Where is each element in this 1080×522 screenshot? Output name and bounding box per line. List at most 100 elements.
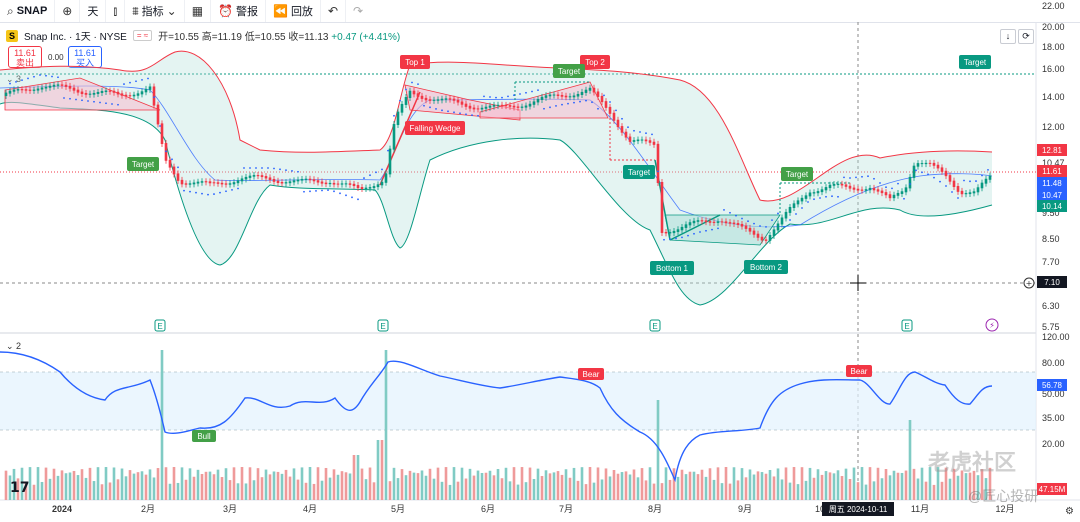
volume-bar xyxy=(192,476,196,500)
legend-toggle-button[interactable]: = ≈ xyxy=(132,30,153,41)
svg-text:11.61: 11.61 xyxy=(1042,167,1062,176)
candle xyxy=(412,87,416,98)
volume-bar xyxy=(692,471,696,500)
volume-bar xyxy=(756,471,760,500)
volume-bar xyxy=(140,471,144,500)
volume-bar xyxy=(356,455,360,500)
compare-button[interactable]: ⊕ xyxy=(55,0,81,22)
crosshair-date-label: 周五 2024-10-11 xyxy=(822,502,894,516)
buy-button[interactable]: 11.61 买入 xyxy=(68,46,102,68)
sar-dot xyxy=(633,129,635,132)
candle xyxy=(176,170,180,184)
candle xyxy=(548,91,552,100)
sub-indicator-count: 2 xyxy=(16,341,22,351)
lightning-icon[interactable]: ⚡ xyxy=(985,318,999,332)
alert-button[interactable]: ⏰ 警报 xyxy=(211,0,266,22)
refresh-button[interactable]: ⟳ xyxy=(1018,29,1034,44)
rsi-axis[interactable]: 120.00 80.00 50.00 35.00 20.00 56.78 47.15M xyxy=(1037,332,1070,495)
interval-button[interactable]: 天 xyxy=(80,0,107,22)
candle xyxy=(188,180,192,188)
symbol-search[interactable]: ⌕ SNAP xyxy=(0,0,56,22)
candle xyxy=(184,180,188,188)
time-axis[interactable]: 2024 2月 3月 4月 5月 6月 7月 8月 9月 10 11月 12月 xyxy=(52,504,1015,514)
volume-bar xyxy=(364,479,368,500)
price-tick-label: 22.00 xyxy=(1042,1,1065,11)
volume-bar xyxy=(408,470,412,500)
candle xyxy=(892,191,896,202)
sar-dot xyxy=(903,197,905,200)
candle xyxy=(304,175,308,183)
price-tick-label: 8.50 xyxy=(1042,234,1060,244)
target-label-5: Target xyxy=(959,55,991,69)
tradingview-logo-icon: 17 xyxy=(10,480,29,496)
volume-bar xyxy=(968,472,972,500)
layouts-button[interactable]: ▦ xyxy=(185,0,212,22)
chart-type-button[interactable]: ⫾ xyxy=(106,0,126,22)
candle xyxy=(564,92,568,101)
volume-bar xyxy=(728,483,732,500)
parabolic-sar-series xyxy=(9,74,989,241)
sar-dot xyxy=(561,103,563,106)
sub-pane-indicators-toggle[interactable]: ⌄ 2 xyxy=(6,341,22,351)
undo-button[interactable]: ↶ xyxy=(321,0,346,22)
sar-dot xyxy=(261,167,263,169)
volume-bar xyxy=(768,470,772,500)
main-pane-indicators-toggle[interactable]: ⌄ 3 xyxy=(6,74,22,84)
candle xyxy=(212,179,216,187)
price-tick-label: 12.00 xyxy=(1042,122,1065,132)
candle xyxy=(976,184,980,196)
volume-bar xyxy=(108,482,112,500)
scroll-down-button[interactable]: ↓ xyxy=(1000,29,1016,44)
plus-circle-icon: ⊕ xyxy=(62,4,73,18)
earnings-marker-1[interactable]: E xyxy=(154,319,166,332)
candle xyxy=(344,180,348,188)
sar-dot xyxy=(507,95,509,98)
candle xyxy=(980,179,984,192)
volume-bar xyxy=(176,482,180,500)
sar-dot xyxy=(543,107,545,110)
svg-text:Target: Target xyxy=(628,168,651,177)
sell-price: 11.61 xyxy=(14,48,36,58)
price-axis[interactable]: 22.00 20.00 18.00 16.00 14.00 12.00 10.47 9.50 8… xyxy=(1037,1,1067,332)
sar-dot xyxy=(387,149,389,152)
candle xyxy=(764,236,768,244)
candle xyxy=(496,101,500,109)
rsi-tick-label: 120.00 xyxy=(1042,332,1070,342)
candle xyxy=(388,145,392,178)
candle xyxy=(508,102,512,110)
sar-dot xyxy=(81,99,83,102)
crosshair-add-button[interactable]: + xyxy=(1023,277,1035,289)
svg-text:10.47: 10.47 xyxy=(1042,191,1063,200)
rsi-tick-label: 80.00 xyxy=(1042,358,1065,368)
volume-bar xyxy=(388,481,392,500)
volume-bar xyxy=(428,468,432,500)
sar-dot xyxy=(141,78,143,81)
symbol-name[interactable]: Snap Inc. · 1天 · NYSE xyxy=(24,32,127,43)
time-tick-label: 5月 xyxy=(391,504,405,514)
candle xyxy=(228,180,232,188)
sar-dot xyxy=(693,232,695,235)
svg-text:+: + xyxy=(1026,279,1033,288)
sar-dot xyxy=(75,98,77,101)
sar-dot xyxy=(609,101,611,103)
indicators-button[interactable]: ⩩ 指标 ⌄ xyxy=(125,0,185,22)
earnings-marker-3[interactable]: E xyxy=(649,319,661,332)
sar-dot xyxy=(93,100,95,103)
sar-dot xyxy=(489,96,491,98)
volume-bar xyxy=(128,470,132,500)
svg-text:Top 2: Top 2 xyxy=(585,58,605,67)
candle xyxy=(460,98,464,108)
volume-bar xyxy=(716,467,720,500)
redo-button[interactable]: ↷ xyxy=(346,0,370,22)
candle xyxy=(124,91,128,100)
candle xyxy=(716,218,720,226)
volume-bar xyxy=(888,475,892,500)
candle xyxy=(820,186,824,196)
candle xyxy=(384,170,388,186)
earnings-marker-4[interactable]: E xyxy=(901,319,913,332)
earnings-marker-2[interactable]: E xyxy=(377,319,389,332)
candle xyxy=(648,137,652,146)
volume-bar xyxy=(772,476,776,500)
replay-button[interactable]: ⏪ 回放 xyxy=(266,0,321,22)
